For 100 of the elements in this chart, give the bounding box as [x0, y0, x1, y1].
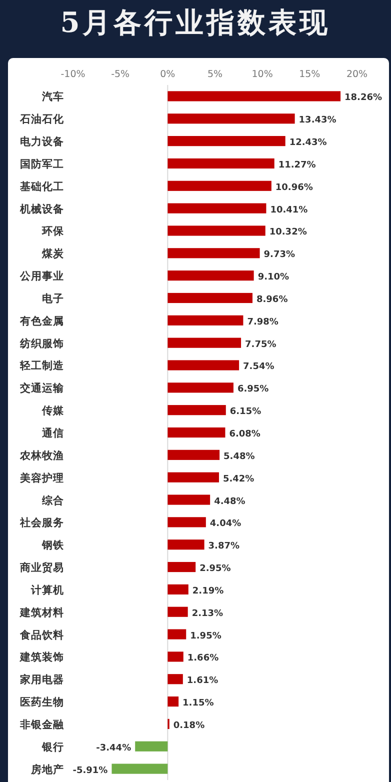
data-label: 3.87%: [208, 542, 240, 552]
x-tick-label: 20%: [346, 69, 368, 80]
bar: [168, 629, 186, 640]
bar: [168, 114, 295, 124]
data-label: 1.95%: [190, 631, 222, 642]
bar: [168, 180, 272, 191]
bar: [168, 517, 206, 528]
data-label: 9.10%: [258, 272, 290, 283]
y-tick-label: 传媒: [41, 404, 65, 418]
bar: [168, 405, 226, 416]
y-tick-label: 非银金融: [19, 718, 65, 731]
bar: [168, 427, 226, 438]
bar: [168, 248, 260, 258]
bar: [168, 338, 242, 348]
bar: [168, 158, 274, 169]
data-label: -3.44%: [96, 743, 132, 754]
data-label: 18.26%: [344, 93, 382, 104]
y-tick-label: 机械设备: [19, 202, 64, 216]
bar: [112, 764, 168, 774]
data-label: 4.48%: [214, 496, 246, 507]
bar: [168, 91, 341, 102]
y-tick-label: 社会服务: [19, 516, 64, 530]
bar: [168, 674, 183, 684]
bar: [168, 472, 219, 482]
data-label: 6.95%: [237, 384, 269, 395]
y-tick-label: 电子: [42, 292, 64, 305]
y-tick-label: 计算机: [30, 583, 64, 596]
y-tick-label: 石油石化: [19, 112, 65, 126]
bar: [168, 494, 210, 505]
y-tick-label: 美容护理: [19, 471, 64, 484]
y-tick-label: 建筑装饰: [19, 650, 64, 664]
bar: [135, 741, 168, 752]
bar: [168, 136, 286, 146]
bar: [168, 382, 234, 393]
y-tick-label: 建筑材料: [19, 606, 64, 619]
x-tick-label: 10%: [252, 69, 273, 80]
bar: [168, 292, 252, 304]
bar: [168, 450, 220, 460]
data-label: 10.41%: [270, 205, 308, 216]
data-label: 6.15%: [230, 407, 262, 418]
y-tick-label: 轻工制造: [19, 359, 65, 372]
data-label: 4.04%: [210, 519, 242, 530]
data-label: 7.75%: [245, 340, 276, 350]
y-tick-label: 公用事业: [19, 270, 64, 283]
data-label: 5.48%: [224, 452, 255, 462]
y-tick-label: 基础化工: [19, 180, 64, 193]
data-label: 13.43%: [298, 116, 336, 126]
bar: [168, 584, 188, 594]
bar: [168, 606, 188, 617]
chart-title: 5月各行业指数表现: [60, 6, 331, 39]
data-label: 10.32%: [269, 228, 307, 238]
y-tick-label: 通信: [41, 426, 64, 440]
data-label: 1.66%: [187, 654, 219, 664]
y-tick-label: 商业贸易: [19, 561, 64, 574]
bar: [168, 696, 179, 707]
data-label: 8.96%: [256, 294, 288, 305]
bar: [168, 652, 184, 662]
data-label: 2.95%: [200, 564, 231, 574]
data-label: 9.73%: [264, 250, 296, 260]
bar: [168, 226, 266, 236]
y-tick-label: 银行: [41, 740, 64, 754]
y-tick-label: 汽车: [41, 90, 64, 104]
bar: [168, 360, 240, 370]
data-label: 7.98%: [247, 317, 278, 328]
data-label: 11.27%: [278, 160, 316, 170]
x-tick-label: 0%: [160, 69, 176, 80]
data-label: 5.42%: [222, 474, 254, 484]
y-tick-label: 医药生物: [20, 696, 64, 709]
data-label: 6.08%: [229, 430, 260, 440]
data-label: 2.13%: [192, 608, 224, 619]
data-label: 2.19%: [192, 586, 224, 596]
x-tick-label: -10%: [60, 69, 86, 80]
data-label: 12.43%: [289, 138, 327, 148]
data-label: 7.54%: [243, 362, 274, 372]
y-tick-label: 国防军工: [20, 157, 64, 170]
bar: [168, 270, 254, 281]
y-tick-label: 家用电器: [19, 673, 64, 686]
y-tick-label: 农林牧渔: [19, 448, 64, 462]
y-tick-label: 钢铁: [41, 538, 65, 552]
bar: [168, 540, 204, 550]
x-tick-label: -5%: [111, 69, 130, 80]
y-tick-label: 纺织服饰: [19, 336, 64, 350]
y-tick-label: 电力设备: [20, 135, 64, 148]
bar: [168, 562, 196, 572]
data-label: 0.18%: [173, 720, 205, 731]
y-tick-label: 有色金属: [19, 314, 64, 328]
y-tick-label: 交通运输: [19, 382, 65, 395]
y-tick-label: 综合: [41, 494, 64, 507]
data-label: 1.15%: [182, 698, 214, 709]
y-tick-label: 煤炭: [41, 247, 65, 260]
data-label: -5.91%: [72, 766, 108, 776]
data-label: 10.96%: [275, 182, 313, 193]
x-tick-label: 15%: [299, 69, 320, 80]
y-tick-label: 环保: [41, 226, 65, 238]
data-label: 1.61%: [186, 676, 218, 686]
y-tick-label: 房地产: [30, 762, 64, 776]
bar: [168, 203, 266, 214]
x-tick-label: 5%: [207, 69, 223, 80]
y-tick-label: 食品饮料: [19, 628, 64, 642]
bar: [168, 315, 244, 326]
